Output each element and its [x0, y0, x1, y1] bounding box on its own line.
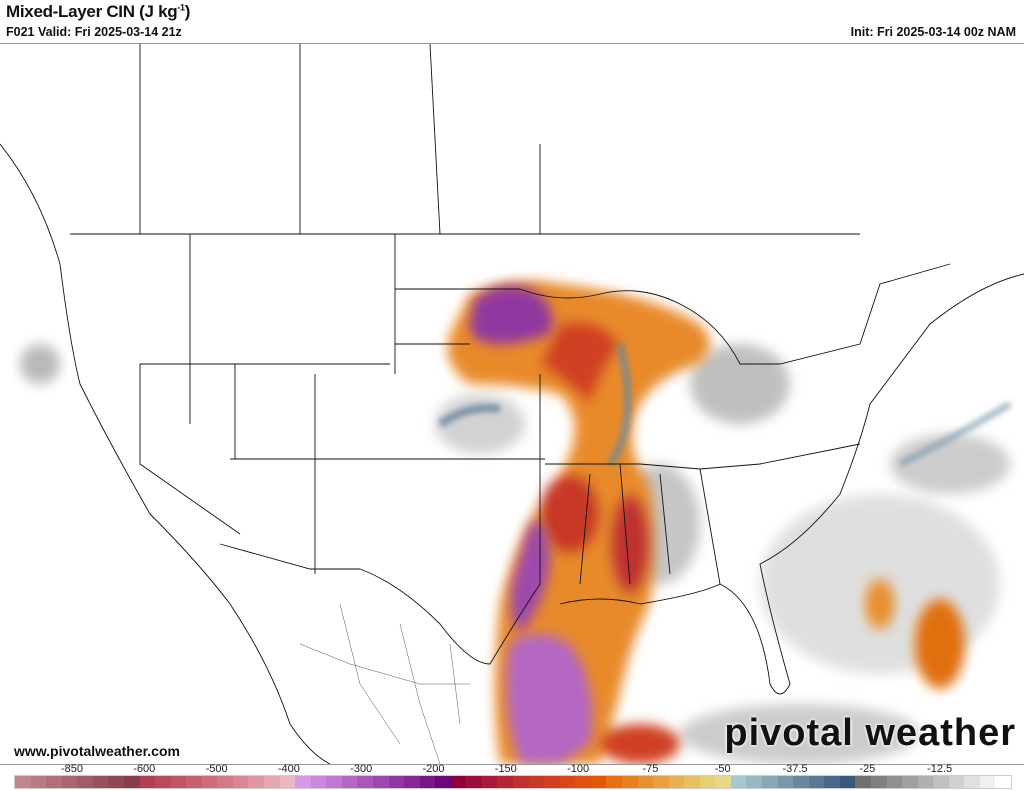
colorbar-swatch — [201, 776, 218, 788]
colorbar-swatch — [948, 776, 965, 788]
colorbar-swatch — [388, 776, 405, 788]
watermark-logo: pivotal weather — [724, 712, 1016, 754]
colorbar-tick-label: -50 — [714, 763, 731, 775]
colorbar-swatch — [715, 776, 731, 788]
colorbar-swatch — [61, 776, 78, 788]
colorbar-swatch — [979, 776, 996, 788]
colorbar-swatch — [248, 776, 264, 788]
website-label: www.pivotalweather.com — [12, 743, 182, 759]
colorbar-swatch — [917, 776, 934, 788]
cin-shading-edges — [437, 343, 1012, 467]
colorbar-swatch — [139, 776, 156, 788]
colorbar-swatch — [15, 776, 31, 788]
colorbar-swatch — [606, 776, 622, 788]
colorbar-swatch — [357, 776, 373, 788]
colorbar-swatch — [30, 776, 47, 788]
colorbar-labels: -850 -600 -500 -400 -300 -200 -150 -100 -75 -50 -3… — [0, 763, 1024, 775]
colorbar-tick-label: -37.5 — [782, 763, 808, 775]
colorbar-swatch — [497, 776, 513, 788]
colorbar-tick-label: -100 — [567, 763, 590, 775]
colorbar-swatch — [855, 776, 871, 788]
colorbar-swatch — [326, 776, 342, 788]
colorbar-swatch — [777, 776, 794, 788]
colorbar-swatch — [279, 776, 296, 788]
colorbar-swatch — [824, 776, 840, 788]
colorbar-swatch — [341, 776, 358, 788]
colorbar-swatch — [544, 776, 560, 788]
colorbar-swatch — [46, 776, 62, 788]
colorbar-tick-label: -600 — [133, 763, 156, 775]
title-end: ) — [184, 2, 191, 21]
colorbar-tick-label: -200 — [422, 763, 445, 775]
colorbar-tick-label: -300 — [350, 763, 373, 775]
valid-time: F021 Valid: Fri 2025-03-14 21z — [6, 25, 182, 39]
colorbar-swatch — [310, 776, 327, 788]
colorbar-tick-label: -500 — [205, 763, 228, 775]
map-svg — [0, 44, 1024, 764]
colorbar-swatch — [419, 776, 436, 788]
colorbar-swatch — [886, 776, 903, 788]
colorbar-swatch — [123, 776, 140, 788]
colorbar-swatch — [404, 776, 420, 788]
colorbar-swatch — [450, 776, 467, 788]
colorbar-swatch — [621, 776, 638, 788]
colorbar-tick-label: -25 — [859, 763, 876, 775]
colorbar-swatch — [513, 776, 529, 788]
colorbar-swatch — [762, 776, 778, 788]
map-title: Mixed-Layer CIN (J kg-1) — [6, 2, 190, 22]
cin-shading-strong — [470, 285, 593, 764]
colorbar-swatch — [839, 776, 856, 788]
colorbar-swatch — [528, 776, 545, 788]
title-unit-exponent: -1 — [177, 2, 185, 13]
colorbar-swatch — [808, 776, 825, 788]
colorbar-swatch — [435, 776, 451, 788]
title-text: Mixed-Layer CIN (J kg — [6, 2, 178, 21]
colorbar-swatch — [372, 776, 389, 788]
colorbar-swatch — [481, 776, 498, 788]
colorbar-tick-label: -150 — [494, 763, 517, 775]
colorbar-swatch — [170, 776, 187, 788]
colorbar-tick-label: -12.5 — [927, 763, 953, 775]
colorbar-swatch — [575, 776, 591, 788]
colorbar-swatch — [699, 776, 716, 788]
colorbar-swatch — [155, 776, 171, 788]
colorbar-tick-label: -400 — [277, 763, 300, 775]
colorbar-swatch — [92, 776, 109, 788]
map-panel[interactable] — [0, 43, 1024, 765]
colorbar-swatch — [264, 776, 280, 788]
colorbar-swatch — [186, 776, 202, 788]
political-boundaries — [0, 44, 1024, 764]
colorbar-swatch — [217, 776, 233, 788]
colorbar-swatch — [730, 776, 747, 788]
colorbar-swatch — [295, 776, 311, 788]
colorbar-swatch — [684, 776, 700, 788]
colorbar-swatch — [590, 776, 607, 788]
colorbar-swatch — [466, 776, 482, 788]
colorbar-swatch — [902, 776, 918, 788]
colorbar-tick-label: -75 — [642, 763, 659, 775]
colorbar-swatch — [668, 776, 685, 788]
colorbar-swatch — [559, 776, 576, 788]
colorbar — [14, 775, 1012, 789]
colorbar-swatch — [77, 776, 93, 788]
colorbar-swatch — [964, 776, 980, 788]
colorbar-swatch — [793, 776, 809, 788]
init-time: Init: Fri 2025-03-14 00z NAM — [850, 25, 1016, 39]
mexico-state-boundaries — [299, 603, 470, 764]
colorbar-swatch — [870, 776, 887, 788]
colorbar-swatch — [933, 776, 949, 788]
colorbar-swatch — [653, 776, 669, 788]
colorbar-swatch — [746, 776, 762, 788]
colorbar-swatch — [637, 776, 654, 788]
colorbar-swatch — [108, 776, 124, 788]
colorbar-tick-label: -850 — [60, 763, 84, 775]
colorbar-swatch — [995, 776, 1011, 788]
colorbar-swatch — [232, 776, 249, 788]
